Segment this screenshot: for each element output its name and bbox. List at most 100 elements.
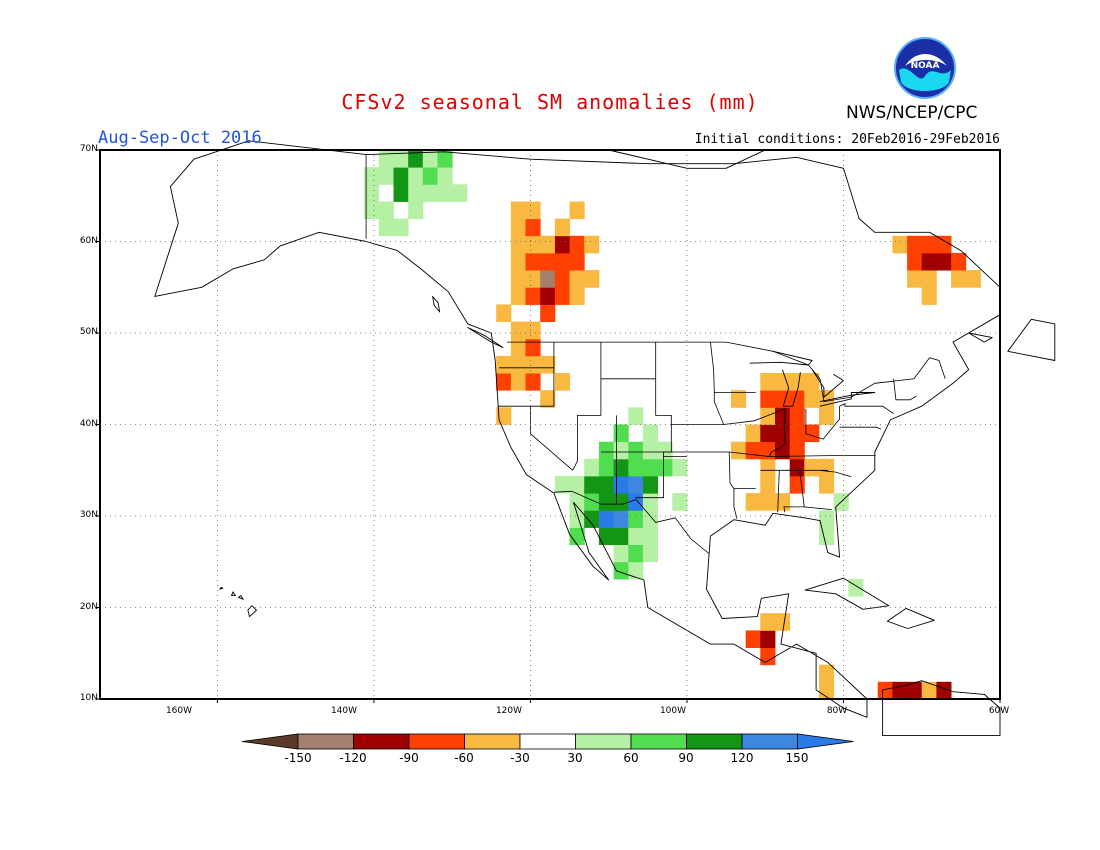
- anomaly-cell: [510, 321, 526, 340]
- anomaly-cell: [775, 493, 791, 511]
- anomaly-cell: [496, 373, 512, 391]
- anomaly-cell: [642, 441, 658, 460]
- anomaly-cell: [525, 218, 541, 237]
- colorbar-swatch: [519, 733, 576, 750]
- island-coastline: [247, 605, 257, 618]
- anomaly-cell: [936, 252, 952, 271]
- anomaly-cell: [731, 441, 747, 460]
- political-border: [760, 469, 852, 478]
- anomaly-cell: [672, 493, 688, 511]
- colorbar-label: -150: [284, 751, 312, 765]
- political-border: [783, 470, 805, 513]
- anomaly-cell: [554, 287, 570, 305]
- anomaly-cell: [789, 424, 805, 443]
- colorbar-label: -90: [399, 751, 419, 765]
- anomaly-cell: [584, 458, 600, 477]
- anomaly-cell: [510, 218, 526, 237]
- anomaly-cell: [569, 252, 585, 271]
- colorbar-swatch: [353, 733, 410, 750]
- anomaly-cell: [657, 458, 673, 477]
- anomaly-cell: [628, 527, 644, 545]
- anomaly-cell: [789, 407, 805, 425]
- anomaly-cell: [525, 252, 541, 271]
- anomaly-cell: [510, 355, 526, 374]
- anomaly-cell: [452, 184, 468, 202]
- anomaly-cell: [789, 458, 805, 477]
- anomaly-cell: [569, 235, 585, 254]
- anomaly-cell: [422, 184, 438, 202]
- anomaly-cell: [819, 527, 835, 545]
- political-border: [507, 341, 946, 403]
- political-border: [839, 402, 894, 414]
- anomaly-cell: [965, 270, 981, 288]
- anomaly-cell: [613, 544, 629, 563]
- anomaly-cell: [642, 544, 658, 563]
- anomaly-cell: [378, 201, 394, 220]
- anomaly-cell: [510, 235, 526, 254]
- colorbar-swatch: [464, 733, 521, 750]
- coastline: [804, 577, 890, 610]
- anomaly-cell: [584, 270, 600, 288]
- political-border: [553, 490, 710, 554]
- colorbar-label: -60: [454, 751, 474, 765]
- anomaly-cell: [554, 252, 570, 271]
- anomaly-cell: [540, 252, 556, 271]
- anomaly-cell: [408, 184, 424, 202]
- anomaly-cell: [584, 510, 600, 528]
- coastlines: [154, 140, 1056, 737]
- anomaly-cell: [554, 373, 570, 391]
- anomaly-cell: [393, 218, 409, 237]
- anomaly-cell: [364, 167, 380, 185]
- anomaly-cell: [613, 527, 629, 545]
- anomaly-cell: [921, 270, 937, 288]
- anomaly-cell: [907, 681, 923, 700]
- anomaly-cell: [921, 252, 937, 271]
- anomaly-cell: [525, 235, 541, 254]
- anomaly-cell: [628, 441, 644, 460]
- political-border: [572, 342, 602, 471]
- lat-label: 40N: [79, 419, 98, 429]
- coastline: [886, 607, 935, 629]
- anomaly-cell: [613, 458, 629, 477]
- political-border: [728, 451, 738, 519]
- anomaly-cell: [745, 630, 761, 648]
- anomaly-cell: [496, 407, 512, 425]
- anomaly-cell: [819, 407, 835, 425]
- anomaly-cell: [731, 390, 747, 408]
- svg-text:NOAA: NOAA: [911, 61, 940, 71]
- anomaly-cell: [775, 407, 791, 425]
- anomaly-cell: [378, 218, 394, 237]
- anomaly-cell: [907, 252, 923, 271]
- anomaly-cell: [804, 373, 820, 391]
- anomaly-cell: [510, 252, 526, 271]
- political-border: [839, 426, 882, 430]
- great-lakes-shore: [819, 392, 876, 407]
- anomaly-cell: [628, 561, 644, 580]
- anomaly-cell: [554, 235, 570, 254]
- anomaly-cell: [760, 458, 776, 477]
- colorbar-label: 60: [623, 751, 639, 765]
- lon-label: 80W: [826, 706, 848, 716]
- map-title: CFSv2 seasonal SM anomalies (mm): [341, 90, 759, 114]
- anomaly-cell: [745, 493, 761, 511]
- colorbar-swatch: [297, 733, 354, 750]
- anomaly-cell: [628, 476, 644, 494]
- anomaly-cell: [775, 441, 791, 460]
- anomaly-cell: [525, 201, 541, 220]
- lat-label: 10N: [79, 693, 98, 703]
- anomaly-cell: [569, 510, 585, 528]
- anomaly-cell: [510, 201, 526, 220]
- anomaly-cell: [760, 613, 776, 631]
- anomaly-cell: [598, 476, 614, 494]
- colorbar-swatch: [408, 733, 465, 750]
- anomaly-cell: [819, 681, 835, 700]
- anomaly-cell: [936, 235, 952, 254]
- colorbar-label: 30: [567, 751, 583, 765]
- anomaly-cell: [760, 493, 776, 511]
- map-ticks: [96, 149, 1001, 703]
- island-coastline: [231, 591, 236, 597]
- anomaly-cell: [804, 390, 820, 408]
- anomaly-cell: [408, 167, 424, 185]
- colorbar-label: 120: [730, 751, 754, 765]
- agency-name: NWS/NCEP/CPC: [846, 103, 978, 123]
